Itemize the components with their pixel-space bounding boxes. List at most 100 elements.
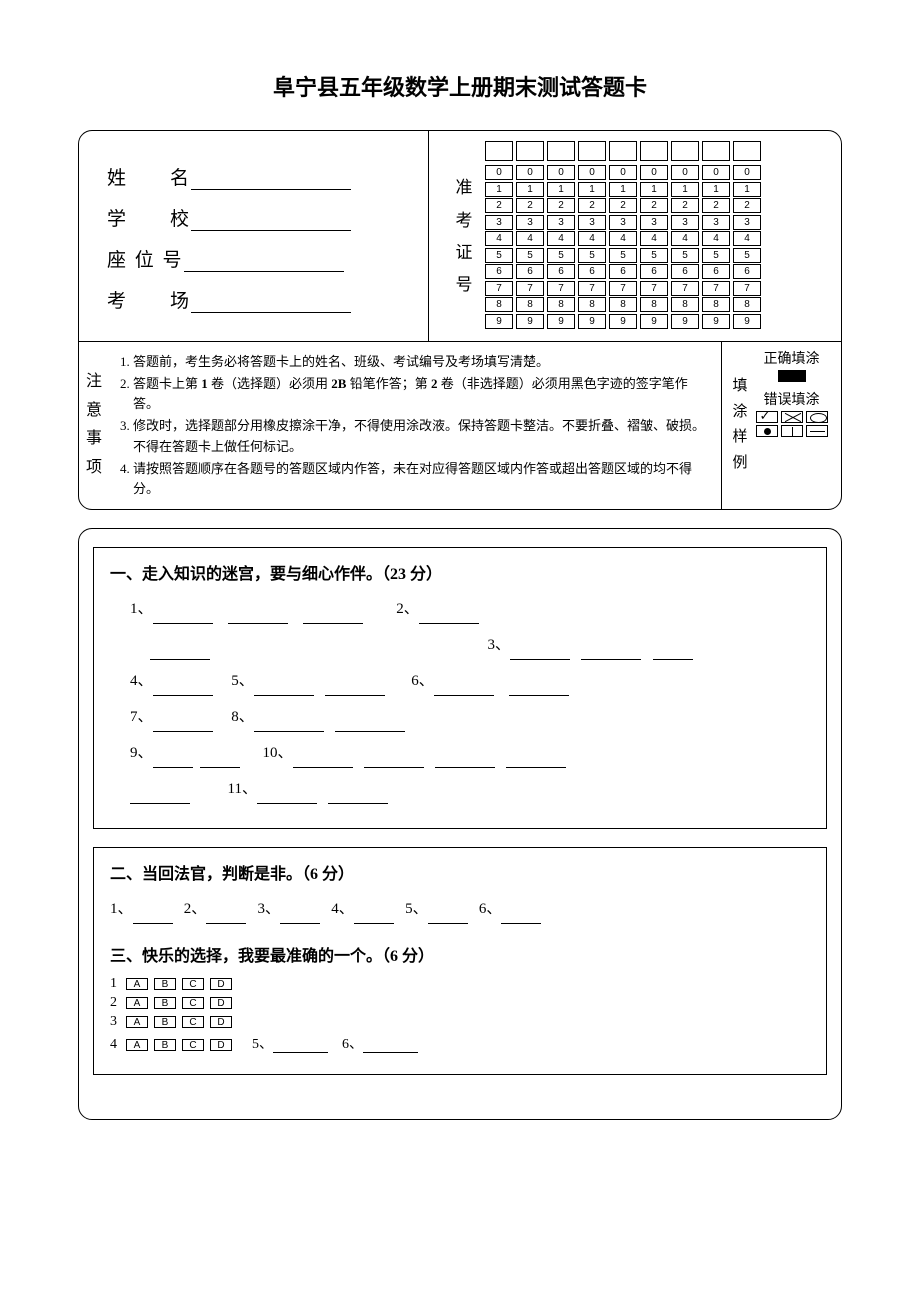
bubble-8[interactable]: 8 [516,297,544,312]
ticket-digit-box[interactable] [640,141,668,161]
ticket-digit-box[interactable] [485,141,513,161]
q6-blank[interactable] [434,682,494,696]
bubble-1[interactable]: 1 [671,182,699,197]
bubble-9[interactable]: 9 [547,314,575,329]
judge-3-blank[interactable] [280,910,320,924]
q5-blank[interactable] [254,682,314,696]
mc-5-blank[interactable] [273,1039,328,1053]
bubble-0[interactable]: 0 [578,165,606,180]
bubble-5[interactable]: 5 [547,248,575,263]
bubble-6[interactable]: 6 [516,264,544,279]
bubble-9[interactable]: 9 [671,314,699,329]
seat-input-line[interactable] [184,254,344,272]
bubble-1[interactable]: 1 [702,182,730,197]
q1-blank4[interactable] [150,646,210,660]
q10-blank[interactable] [293,754,353,768]
bubble-6[interactable]: 6 [671,264,699,279]
bubble-2[interactable]: 2 [640,198,668,213]
ticket-digit-box[interactable] [733,141,761,161]
q7-blank[interactable] [153,718,213,732]
bubble-9[interactable]: 9 [609,314,637,329]
bubble-7[interactable]: 7 [702,281,730,296]
bubble-1[interactable]: 1 [547,182,575,197]
bubble-0[interactable]: 0 [671,165,699,180]
bubble-4[interactable]: 4 [578,231,606,246]
bubble-3[interactable]: 3 [485,215,513,230]
ticket-digit-box[interactable] [702,141,730,161]
bubble-5[interactable]: 5 [609,248,637,263]
bubble-8[interactable]: 8 [702,297,730,312]
bubble-2[interactable]: 2 [547,198,575,213]
q3-blank[interactable] [510,646,570,660]
mc-6-blank[interactable] [363,1039,418,1053]
bubble-8[interactable]: 8 [485,297,513,312]
bubble-7[interactable]: 7 [516,281,544,296]
mc-1-B[interactable]: B [154,978,176,990]
mc-1-C[interactable]: C [182,978,204,990]
bubble-7[interactable]: 7 [485,281,513,296]
room-input-line[interactable] [191,295,351,313]
judge-2-blank[interactable] [206,910,246,924]
bubble-7[interactable]: 7 [733,281,761,296]
bubble-3[interactable]: 3 [578,215,606,230]
bubble-2[interactable]: 2 [578,198,606,213]
bubble-1[interactable]: 1 [733,182,761,197]
bubble-4[interactable]: 4 [485,231,513,246]
bubble-2[interactable]: 2 [485,198,513,213]
bubble-8[interactable]: 8 [609,297,637,312]
bubble-0[interactable]: 0 [702,165,730,180]
q8-blank[interactable] [254,718,324,732]
bubble-9[interactable]: 9 [578,314,606,329]
q10-blank3[interactable] [435,754,495,768]
judge-5-blank[interactable] [428,910,468,924]
bubble-4[interactable]: 4 [547,231,575,246]
bubble-3[interactable]: 3 [609,215,637,230]
bubble-2[interactable]: 2 [609,198,637,213]
q9-blank2[interactable] [200,754,240,768]
bubble-6[interactable]: 6 [578,264,606,279]
bubble-9[interactable]: 9 [702,314,730,329]
q2-blank[interactable] [419,610,479,624]
bubble-6[interactable]: 6 [702,264,730,279]
mc-1-A[interactable]: A [126,978,148,990]
q8-blank2[interactable] [335,718,405,732]
bubble-6[interactable]: 6 [733,264,761,279]
bubble-1[interactable]: 1 [516,182,544,197]
bubble-1[interactable]: 1 [485,182,513,197]
bubble-6[interactable]: 6 [609,264,637,279]
ticket-digit-box[interactable] [609,141,637,161]
bubble-8[interactable]: 8 [578,297,606,312]
bubble-5[interactable]: 5 [578,248,606,263]
q10-blank2[interactable] [364,754,424,768]
bubble-4[interactable]: 4 [733,231,761,246]
ticket-digit-box[interactable] [516,141,544,161]
q11-blank2[interactable] [328,790,388,804]
judge-4-blank[interactable] [354,910,394,924]
mc-4-A[interactable]: A [126,1039,148,1051]
bubble-2[interactable]: 2 [702,198,730,213]
q3-blank3[interactable] [653,646,693,660]
bubble-3[interactable]: 3 [702,215,730,230]
bubble-5[interactable]: 5 [640,248,668,263]
name-input-line[interactable] [191,172,351,190]
bubble-0[interactable]: 0 [516,165,544,180]
mc-2-C[interactable]: C [182,997,204,1009]
mc-4-B[interactable]: B [154,1039,176,1051]
mc-3-D[interactable]: D [210,1016,232,1028]
bubble-9[interactable]: 9 [733,314,761,329]
bubble-3[interactable]: 3 [733,215,761,230]
mc-3-B[interactable]: B [154,1016,176,1028]
school-input-line[interactable] [191,213,351,231]
bubble-5[interactable]: 5 [671,248,699,263]
bubble-5[interactable]: 5 [702,248,730,263]
bubble-4[interactable]: 4 [516,231,544,246]
bubble-6[interactable]: 6 [547,264,575,279]
q5-blank2[interactable] [325,682,385,696]
q1-blank[interactable] [153,610,213,624]
bubble-0[interactable]: 0 [547,165,575,180]
mc-3-A[interactable]: A [126,1016,148,1028]
bubble-0[interactable]: 0 [485,165,513,180]
bubble-0[interactable]: 0 [609,165,637,180]
q1-blank3[interactable] [303,610,363,624]
bubble-4[interactable]: 4 [640,231,668,246]
